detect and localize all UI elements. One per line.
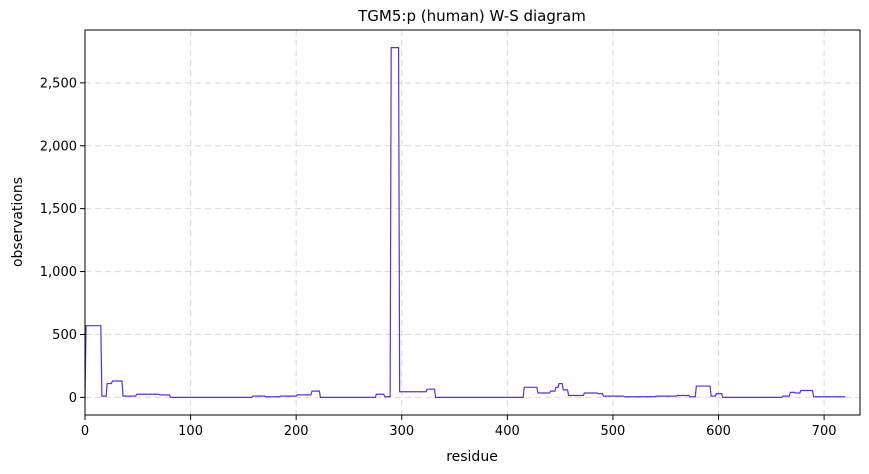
x-tick-label: 100 [178,424,203,439]
plot-area [84,47,846,398]
y-tick-label: 0 [69,391,77,406]
y-tick-label: 1,000 [40,265,77,280]
series-line [84,47,846,398]
x-tick-label: 400 [495,424,520,439]
y-axis-label: observations [10,177,26,267]
plot-frame [84,29,861,416]
grid-lines [84,30,860,415]
y-tick-label: 500 [52,328,77,343]
chart-title: TGM5:p (human) W-S diagram [357,7,586,25]
y-tick-label: 2,500 [40,76,77,91]
x-tick-label: 0 [81,424,89,439]
y-tick-label: 2,000 [40,139,77,154]
x-tick-label: 200 [284,424,309,439]
x-axis-label: residue [446,449,498,465]
x-tick-label: 600 [706,424,731,439]
x-tick-label: 300 [389,424,414,439]
x-tick-label: 700 [812,424,837,439]
axis-ticks: 0 100 200 300 400 500 600 700 0 500 1,000 1,500 2,00… [40,76,837,439]
y-tick-label: 1,500 [40,202,77,217]
x-tick-label: 500 [601,424,626,439]
